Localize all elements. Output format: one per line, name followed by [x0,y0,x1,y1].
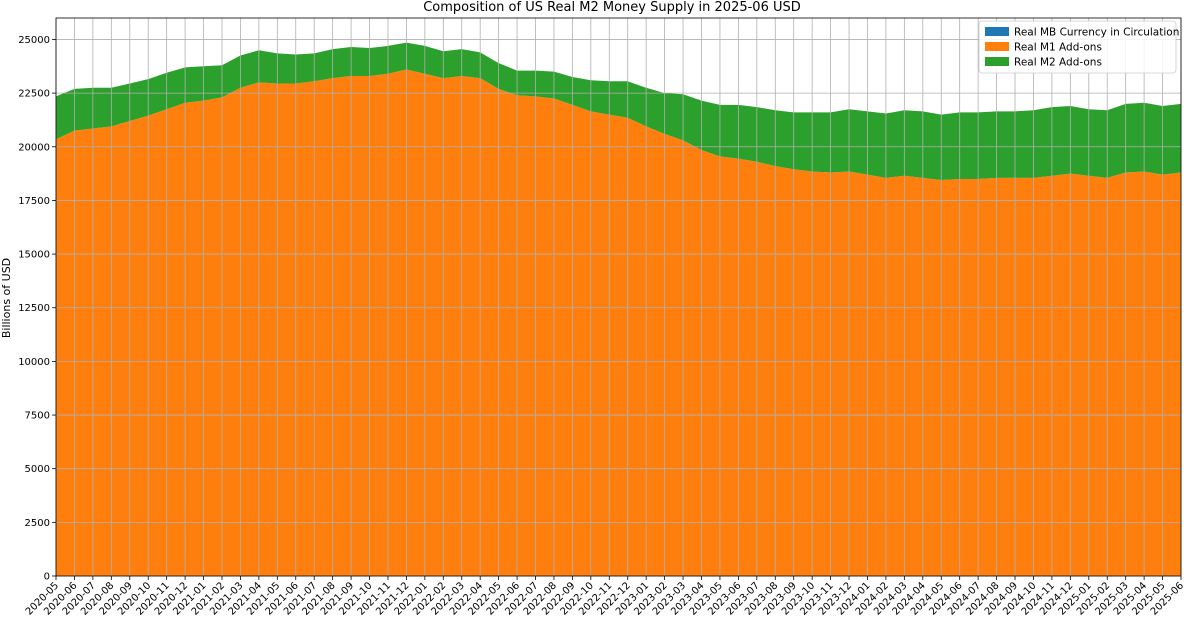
legend-swatch [985,27,1009,36]
y-tick-label: 20000 [18,142,50,153]
y-tick-label: 5000 [25,464,50,475]
y-tick-label: 22500 [18,89,50,100]
y-axis-label: Billions of USD [0,258,13,338]
series-area-2 [56,42,1181,181]
y-tick-label: 12500 [18,303,50,314]
chart-title: Composition of US Real M2 Money Supply i… [423,0,801,15]
y-tick-label: 2500 [25,518,50,529]
legend-swatch [985,57,1009,66]
legend-label: Real M2 Add-ons [1014,57,1102,69]
legend: Real MB Currency in Circulation Real M1 A… [978,20,1179,74]
y-tick-label: 10000 [18,357,50,368]
y-tick-label: 17500 [18,196,50,207]
legend-box [978,20,1177,74]
legend-label: Real MB Currency in Circulation [1014,27,1179,39]
legend-swatch [985,42,1009,51]
y-tick-label: 15000 [18,250,50,261]
y-tick-label: 0 [44,572,50,583]
grid-lines [55,18,1182,577]
y-tick-label: 25000 [18,35,50,46]
y-tick-label: 7500 [25,411,50,422]
plot-frame [55,17,1182,577]
legend-label: Real M1 Add-ons [1014,42,1102,54]
plot-area: 0 2500 5000 7500 10000 12500 15000 17500 20000 22… [18,17,1186,618]
series-area-1 [56,69,1181,576]
